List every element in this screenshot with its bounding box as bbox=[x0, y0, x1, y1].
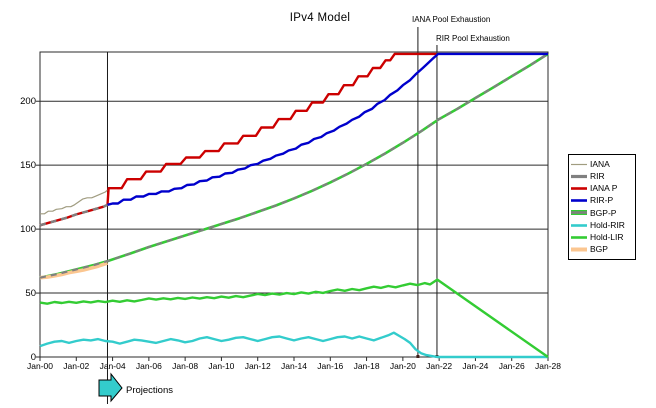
x-tick-label: Jan-10 bbox=[208, 361, 235, 371]
legend: IANA RIR IANA P RIR-P BGP-P Hold-RIR Hold-LIR B… bbox=[568, 154, 636, 260]
legend-label: Hold-LIR bbox=[590, 231, 624, 242]
y-tick-label: 100 bbox=[20, 223, 36, 235]
event-marker bbox=[416, 355, 420, 358]
legend-item-rir_p: RIR-P bbox=[571, 195, 633, 207]
legend-label: IANA P bbox=[590, 183, 618, 194]
x-tick-label: Jan-26 bbox=[498, 361, 525, 371]
legend-swatch bbox=[571, 210, 587, 216]
x-tick-label: Jan-14 bbox=[281, 361, 307, 371]
x-tick-label: Jan-00 bbox=[27, 361, 53, 371]
series-bgp_p bbox=[39, 52, 549, 279]
legend-swatch bbox=[571, 235, 587, 239]
y-tick-label: 200 bbox=[20, 95, 36, 107]
legend-swatch bbox=[571, 187, 587, 190]
series-hold_rir bbox=[39, 331, 548, 359]
y-tick-label: 0 bbox=[30, 351, 36, 363]
series-iana bbox=[40, 189, 108, 215]
chart-title: IPv4 Model bbox=[289, 12, 351, 24]
legend-label: BGP bbox=[590, 244, 608, 255]
legend-swatch bbox=[571, 223, 587, 227]
legend-label: Hold-RIR bbox=[590, 219, 625, 230]
legend-swatch bbox=[571, 199, 587, 202]
projections-label: Projections bbox=[126, 385, 173, 396]
iana-exhaustion-annotation: IANA Pool Exhaustion bbox=[412, 15, 491, 24]
legend-label: RIR bbox=[590, 171, 605, 182]
series-hold_lir bbox=[39, 278, 549, 358]
legend-swatch bbox=[571, 163, 587, 165]
x-tick-label: Jan-18 bbox=[353, 361, 380, 371]
x-tick-label: Jan-24 bbox=[462, 361, 489, 371]
rir-exhaustion-annotation: RIR Pool Exhaustion bbox=[436, 34, 510, 43]
y-tick-label: 50 bbox=[25, 287, 36, 299]
legend-item-hold_rir: Hold-RIR bbox=[571, 219, 633, 231]
x-tick-label: Jan-04 bbox=[99, 361, 126, 371]
legend-item-bgp: BGP bbox=[571, 243, 633, 255]
x-tick-label: Jan-08 bbox=[172, 361, 199, 371]
y-tick-label: 150 bbox=[20, 159, 36, 171]
legend-label: RIR-P bbox=[590, 195, 614, 206]
legend-label: IANA bbox=[590, 158, 610, 169]
series-rir_p bbox=[107, 52, 548, 206]
series-bgp bbox=[39, 261, 109, 280]
legend-item-iana: IANA bbox=[571, 158, 633, 170]
plot-frame bbox=[39, 51, 549, 358]
x-tick-label: Jan-02 bbox=[63, 361, 90, 371]
legend-label: BGP-P bbox=[590, 207, 617, 218]
x-tick-label: Jan-22 bbox=[426, 361, 453, 371]
legend-swatch bbox=[571, 247, 587, 252]
series-bgp_p_under bbox=[39, 52, 549, 279]
series-rir bbox=[39, 203, 109, 227]
legend-item-hold_lir: Hold-LIR bbox=[571, 231, 633, 243]
legend-swatch bbox=[571, 174, 587, 178]
x-tick-label: Jan-12 bbox=[244, 361, 271, 371]
legend-item-rir: RIR bbox=[571, 170, 633, 182]
x-tick-label: Jan-20 bbox=[389, 361, 416, 371]
x-tick-label: Jan-28 bbox=[535, 361, 561, 371]
projections-arrow-icon bbox=[98, 372, 123, 403]
x-tick-label: Jan-06 bbox=[135, 361, 162, 371]
series-iana_p bbox=[39, 52, 437, 227]
x-tick-label: Jan-16 bbox=[317, 361, 344, 371]
legend-item-iana_p: IANA P bbox=[571, 182, 633, 194]
legend-item-bgp_p: BGP-P bbox=[571, 207, 633, 219]
